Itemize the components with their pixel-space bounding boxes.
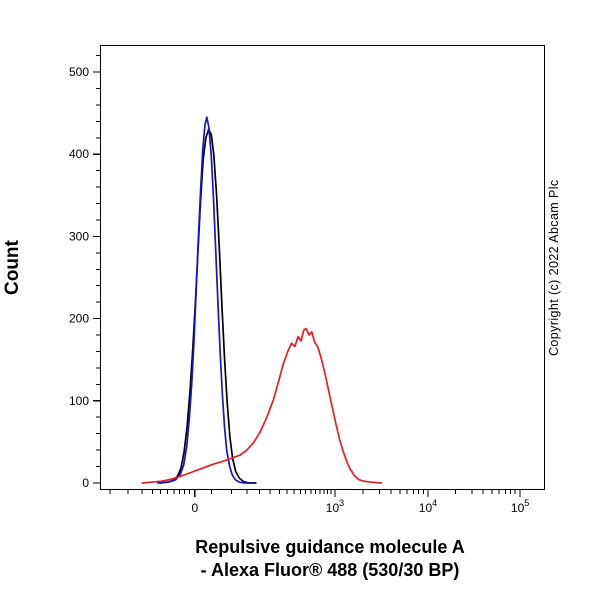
y-tick-label: 0 (82, 476, 89, 490)
x-tick-label: 103 (326, 498, 344, 515)
x-tick-label: 104 (419, 498, 437, 515)
x-axis-title-line1: Repulsive guidance molecule A (195, 537, 465, 557)
y-axis-label: Count (2, 240, 23, 295)
x-axis-title: Repulsive guidance molecule A - Alexa Fl… (100, 536, 560, 582)
x-tick-label: 0 (191, 501, 198, 515)
red-sample-curve (141, 327, 383, 484)
y-tick-label: 500 (69, 65, 89, 79)
y-tick-label: 100 (69, 394, 89, 408)
y-tick-label: 200 (69, 312, 89, 326)
x-tick-label: 105 (511, 498, 529, 515)
copyright-notice: Copyright (c) 2022 Abcam Plc (547, 179, 561, 356)
x-axis-title-line2: - Alexa Fluor® 488 (530/30 BP) (200, 560, 460, 580)
y-tick-label: 400 (69, 147, 89, 161)
plot-border (100, 45, 545, 490)
black-control-curve (159, 128, 257, 484)
blue-control-curve (156, 116, 255, 484)
y-tick-label: 300 (69, 229, 89, 243)
